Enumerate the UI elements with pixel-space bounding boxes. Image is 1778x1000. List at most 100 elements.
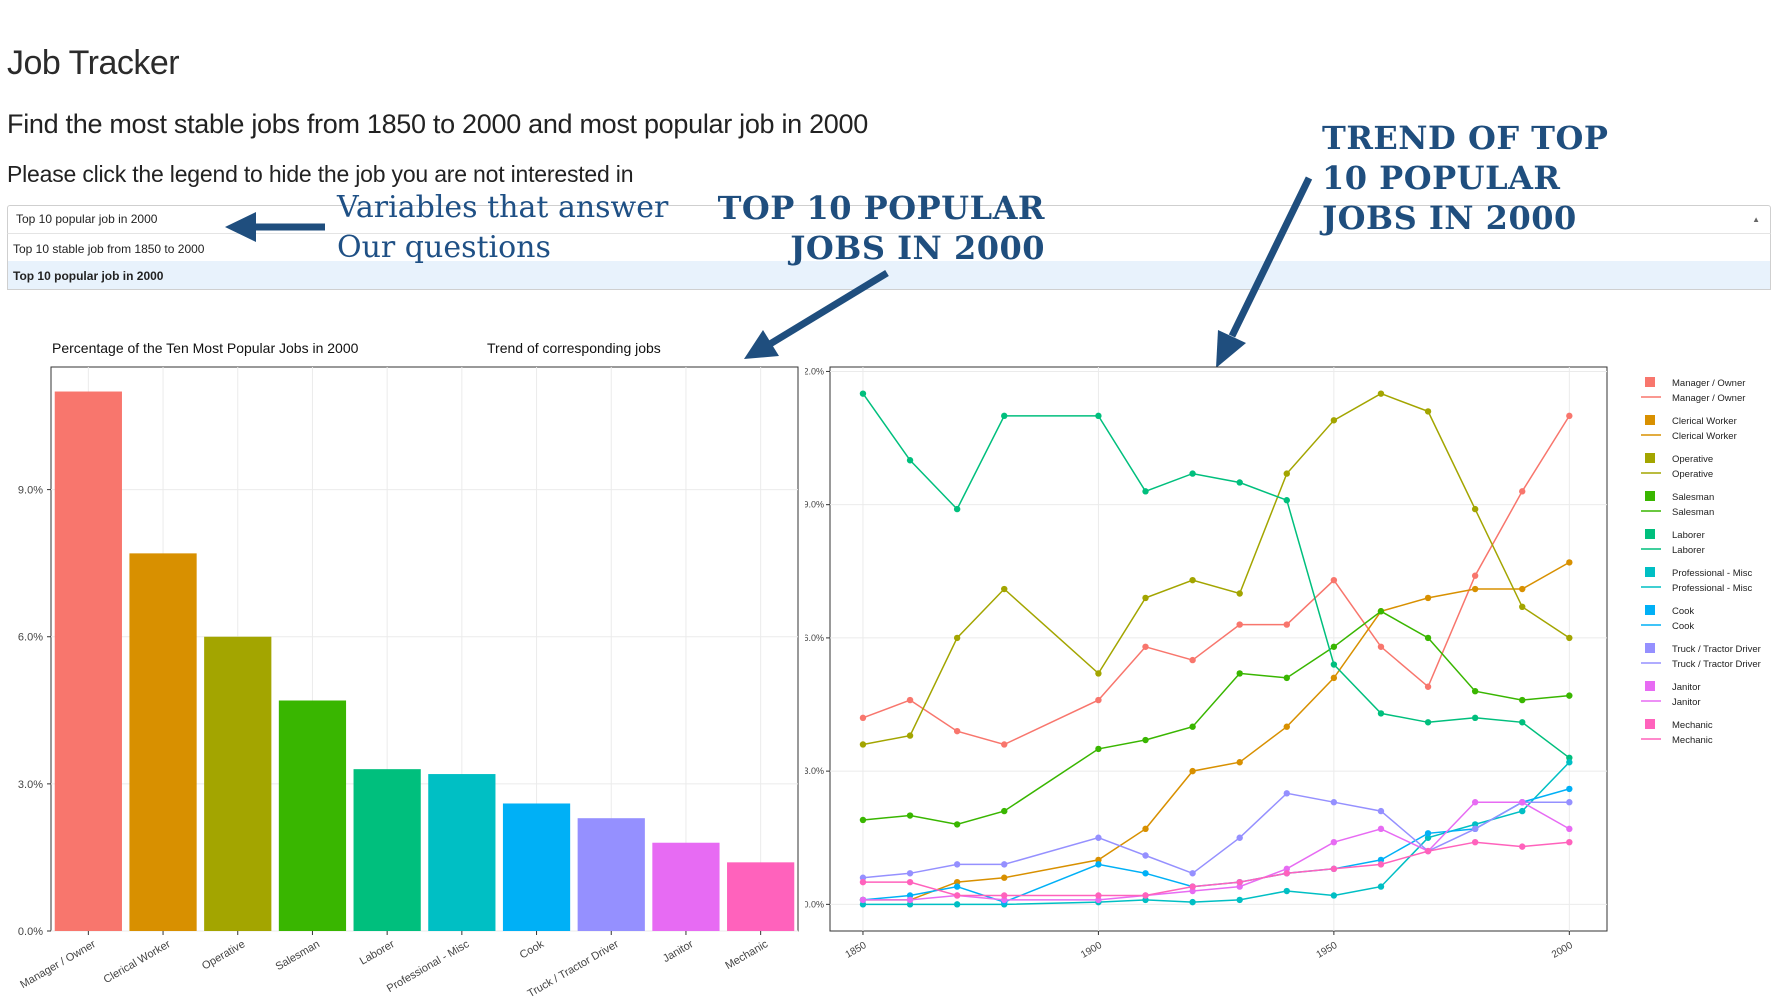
legend-swatch [1645,643,1655,653]
bar-manager-owner [54,391,122,931]
page-subtitle: Find the most stable jobs from 1850 to 2… [7,109,868,139]
page-title: Job Tracker [7,44,180,82]
legend-label: Mechanic [1672,720,1713,731]
legend-label: Cook [1672,606,1694,617]
y-tick-label: 9.0% [805,500,824,510]
data-point-clerical-worker [1236,759,1243,766]
data-point-janitor [1283,865,1290,873]
data-point-professional-misc [1236,896,1243,904]
x-tick-label: Janitor [661,938,696,965]
data-point-clerical-worker [1142,825,1149,833]
data-point-manager-owner [1095,696,1102,704]
data-point-salesman [1283,674,1290,682]
data-point-salesman [1001,807,1008,815]
legend-label: Truck / Tractor Driver [1672,659,1761,670]
legend-label: Truck / Tractor Driver [1672,644,1761,655]
legend-label: Operative [1672,454,1713,465]
data-point-truck-tractor-driver [1377,807,1385,815]
data-point-manager-owner [1001,741,1008,748]
data-point-operative [1142,594,1149,602]
legend-swatch [1645,567,1655,577]
data-point-professional-misc [1189,898,1196,906]
annotation-line: TOP 10 POPULAR [717,189,1045,227]
data-point-mechanic [1189,883,1196,890]
arrow-head [744,330,779,359]
data-point-professional-misc [1424,834,1432,841]
data-point-operative [1283,470,1290,477]
data-point-laborer [1566,754,1573,762]
x-tick-label: Cook [518,938,547,961]
chart-select-value: Top 10 popular job in 2000 [16,212,158,226]
legend-label: Clerical Worker [1672,416,1737,427]
data-point-mechanic [1236,878,1243,886]
data-point-janitor [1001,896,1008,904]
data-point-truck-tractor-driver [1142,852,1149,859]
select-option-popular[interactable]: Top 10 popular job in 2000 [8,261,1770,289]
legend-label: Manager / Owner [1672,393,1745,404]
data-point-mechanic [953,892,961,899]
data-point-operative [859,741,867,748]
bar-salesman [278,700,347,931]
data-point-truck-tractor-driver [1001,861,1008,868]
data-point-operative [1471,505,1479,513]
data-point-professional-misc [859,901,867,908]
x-tick-label: 1950 [1315,940,1340,961]
arrow-head [225,212,256,242]
data-point-laborer [1330,661,1338,668]
data-point-operative [906,732,914,739]
data-point-salesman [859,816,867,824]
arrow-head [1216,330,1246,368]
data-point-cook [1095,861,1102,868]
data-point-mechanic [1330,865,1338,873]
x-tick-label: Laborer [358,938,397,968]
data-point-manager-owner [1236,621,1243,628]
annotation-variables: Variables that answer Our questions [337,188,668,268]
data-point-professional-misc [1377,883,1385,890]
data-point-truck-tractor-driver [1189,870,1196,877]
y-tick-label: 3.0% [805,766,824,776]
data-point-salesman [1519,696,1526,704]
select-option-stable[interactable]: Top 10 stable job from 1850 to 2000 [8,234,1770,262]
data-point-manager-owner [1377,643,1385,650]
data-point-clerical-worker [1283,723,1290,730]
data-point-truck-tractor-driver [1236,834,1243,841]
data-point-salesman [1189,723,1196,730]
data-point-janitor [1330,838,1338,846]
legend-swatch [1645,529,1655,539]
data-point-mechanic [1519,843,1526,850]
data-point-professional-misc [1142,896,1149,904]
data-point-truck-tractor-driver [1330,799,1338,806]
data-point-janitor [1189,887,1196,895]
arrow-to-bar-chart [768,270,889,347]
data-point-truck-tractor-driver [1566,799,1573,806]
x-tick-label: Operative [200,938,247,972]
annotation-line: TREND OF TOP [1322,119,1609,157]
bar-cook [502,803,571,931]
data-point-manager-owner [1519,488,1526,495]
bar-mechanic [727,862,795,931]
data-point-clerical-worker [1424,594,1432,602]
data-point-clerical-worker [1001,874,1008,881]
data-point-laborer [1236,479,1243,486]
legend-label: Laborer [1672,530,1705,541]
legend-label: Salesman [1672,492,1714,503]
data-point-laborer [1471,714,1479,722]
data-point-operative [1519,603,1526,611]
legend-label: Clerical Worker [1672,431,1737,442]
data-point-professional-misc [1471,821,1479,828]
bar-clerical-worker [129,553,197,931]
data-point-mechanic [1142,892,1149,899]
data-point-cook [1566,785,1573,793]
legend-swatch [1645,453,1655,463]
bar-truck-tractor-driver [577,818,645,931]
legend-label: Laborer [1672,545,1705,556]
data-point-salesman [1236,670,1243,677]
x-tick-label: 1900 [1079,940,1104,961]
data-point-operative [953,634,961,642]
legend-swatch [1645,377,1655,387]
bar-chart-title: Percentage of the Ten Most Popular Jobs … [52,340,359,356]
data-point-clerical-worker [953,878,961,886]
data-point-clerical-worker [1189,767,1196,775]
data-point-laborer [1142,488,1149,495]
plot-panel [829,366,1608,932]
